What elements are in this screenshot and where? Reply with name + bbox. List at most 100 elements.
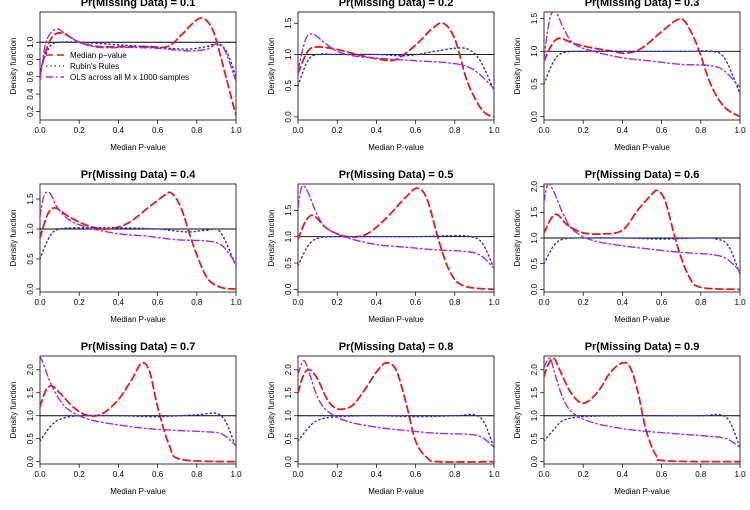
y-tick-label: 2.0 [284,364,293,376]
x-tick-label: 0.8 [449,470,461,479]
series-line-rubin [40,412,236,449]
series-line-rubin [298,47,494,92]
y-axis-label: Density function [513,382,522,439]
x-tick-label: 1.0 [734,298,746,307]
legend-label-rubin: Rubin's Rules [70,62,119,71]
y-tick-label: 0.4 [26,88,35,100]
series-line-median [298,187,494,291]
y-tick-label: 0.2 [26,105,35,117]
series-line-rubin [544,237,740,275]
x-tick-label: 0.4 [113,126,125,135]
x-tick-label: 0.8 [191,126,203,135]
series-group [544,357,740,463]
x-axis-label: Median P-value [110,315,166,324]
legend-label-median: Median p−value [70,51,127,60]
x-tick-label: 0.8 [695,298,707,307]
x-tick-label: 1.0 [488,298,500,307]
x-tick-label: 0.4 [371,298,383,307]
series-line-median [40,16,236,117]
x-axis-label: Median P-value [614,487,670,496]
series-group [298,22,494,118]
x-tick-label: 0.0 [34,126,46,135]
x-tick-label: 0.4 [113,470,125,479]
x-tick-label: 0.0 [292,298,304,307]
plot-frame [297,11,495,121]
x-tick-label: 1.0 [734,470,746,479]
panel-title: Pr(Missing Data) = 0.5 [339,169,454,181]
y-tick-label: 0.5 [530,78,539,90]
x-tick-label: 0.6 [410,298,422,307]
x-tick-label: 0.0 [292,126,304,135]
series-group [40,16,236,117]
panel-5: Pr(Missing Data) = 0.5 0.0 0.2 0.4 0.6 0.8 1.0… [267,169,500,324]
x-axis-label: Median P-value [614,315,670,324]
x-tick-label: 0.6 [410,470,422,479]
panel-title: Pr(Missing Data) = 0.7 [81,341,196,353]
series-line-ols [298,33,494,90]
y-tick-label: 0.0 [530,456,539,468]
series-line-median [544,17,740,118]
x-tick-label: 0.2 [332,298,344,307]
y-axis-label: Density function [9,38,18,95]
series-line-ols [40,191,236,265]
x-tick-label: 0.4 [371,470,383,479]
series-line-rubin [544,413,740,449]
series-line-median [544,189,740,291]
x-tick-label: 0.0 [538,470,550,479]
panel-7: Pr(Missing Data) = 0.7 0.0 0.2 0.4 0.6 0.8 1.0… [9,341,242,496]
y-tick-label: 1.0 [26,410,35,422]
series-line-rubin [298,234,494,269]
series-line-ols [544,184,740,273]
series-line-median [298,361,494,463]
x-axis-label: Median P-value [110,487,166,496]
y-tick-label: 1.0 [530,410,539,422]
x-tick-label: 0.8 [695,126,707,135]
plot-frame [39,355,237,465]
x-tick-label: 0.8 [449,126,461,135]
panel-3: Pr(Missing Data) = 0.3 0.0 0.2 0.4 0.6 0.8 1.0… [513,0,746,152]
y-tick-label: 1.0 [26,36,35,48]
series-group [544,12,740,118]
x-tick-label: 1.0 [230,470,242,479]
plot-frame [39,11,237,121]
series-group [298,359,494,463]
y-tick-label: 1.0 [530,232,539,244]
y-tick-label: 0.5 [284,433,293,445]
panel-9: Pr(Missing Data) = 0.9 0.0 0.2 0.4 0.6 0.8 1.0… [513,341,746,496]
x-tick-label: 0.8 [695,470,707,479]
x-tick-label: 1.0 [230,126,242,135]
legend-label-ols: OLS across all M x 1000 samples [70,73,189,82]
y-tick-label: 1.5 [26,387,35,399]
x-tick-label: 0.4 [113,298,125,307]
panel-4: Pr(Missing Data) = 0.4 0.0 0.2 0.4 0.6 0.8 1.0… [9,169,242,324]
y-tick-label: 2.0 [530,364,539,376]
y-axis-label: Density function [267,38,276,95]
panel-title: Pr(Missing Data) = 0.8 [339,341,454,353]
y-tick-label: 1.5 [530,12,539,24]
panel-title: Pr(Missing Data) = 0.6 [585,169,700,181]
y-tick-label: 1.0 [530,45,539,57]
x-axis-label: Median P-value [110,143,166,152]
x-tick-label: 0.8 [449,298,461,307]
x-axis-label: Median P-value [368,487,424,496]
x-tick-label: 0.4 [617,298,629,307]
x-tick-label: 0.2 [332,126,344,135]
y-axis-label: Density function [9,210,18,267]
plot-frame [543,11,741,121]
series-line-ols [544,12,740,88]
x-tick-label: 0.6 [152,298,164,307]
series-line-ols [544,357,740,448]
x-tick-label: 0.4 [371,126,383,135]
y-tick-label: 0.5 [530,258,539,270]
y-axis-label: Density function [513,210,522,267]
x-tick-label: 0.2 [74,470,86,479]
x-axis-label: Median P-value [368,143,424,152]
series-line-median [298,22,494,118]
panel-1: Pr(Missing Data) = 0.1 0.0 0.2 0.4 0.6 0.8 1.0… [9,0,242,152]
x-tick-label: 0.4 [617,470,629,479]
y-tick-label: 0.6 [26,71,35,83]
y-tick-label: 1.0 [284,48,293,60]
panel-8: Pr(Missing Data) = 0.8 0.0 0.2 0.4 0.6 0.8 1.0… [267,341,500,496]
y-tick-label: 0.8 [26,53,35,65]
x-tick-label: 0.0 [34,470,46,479]
